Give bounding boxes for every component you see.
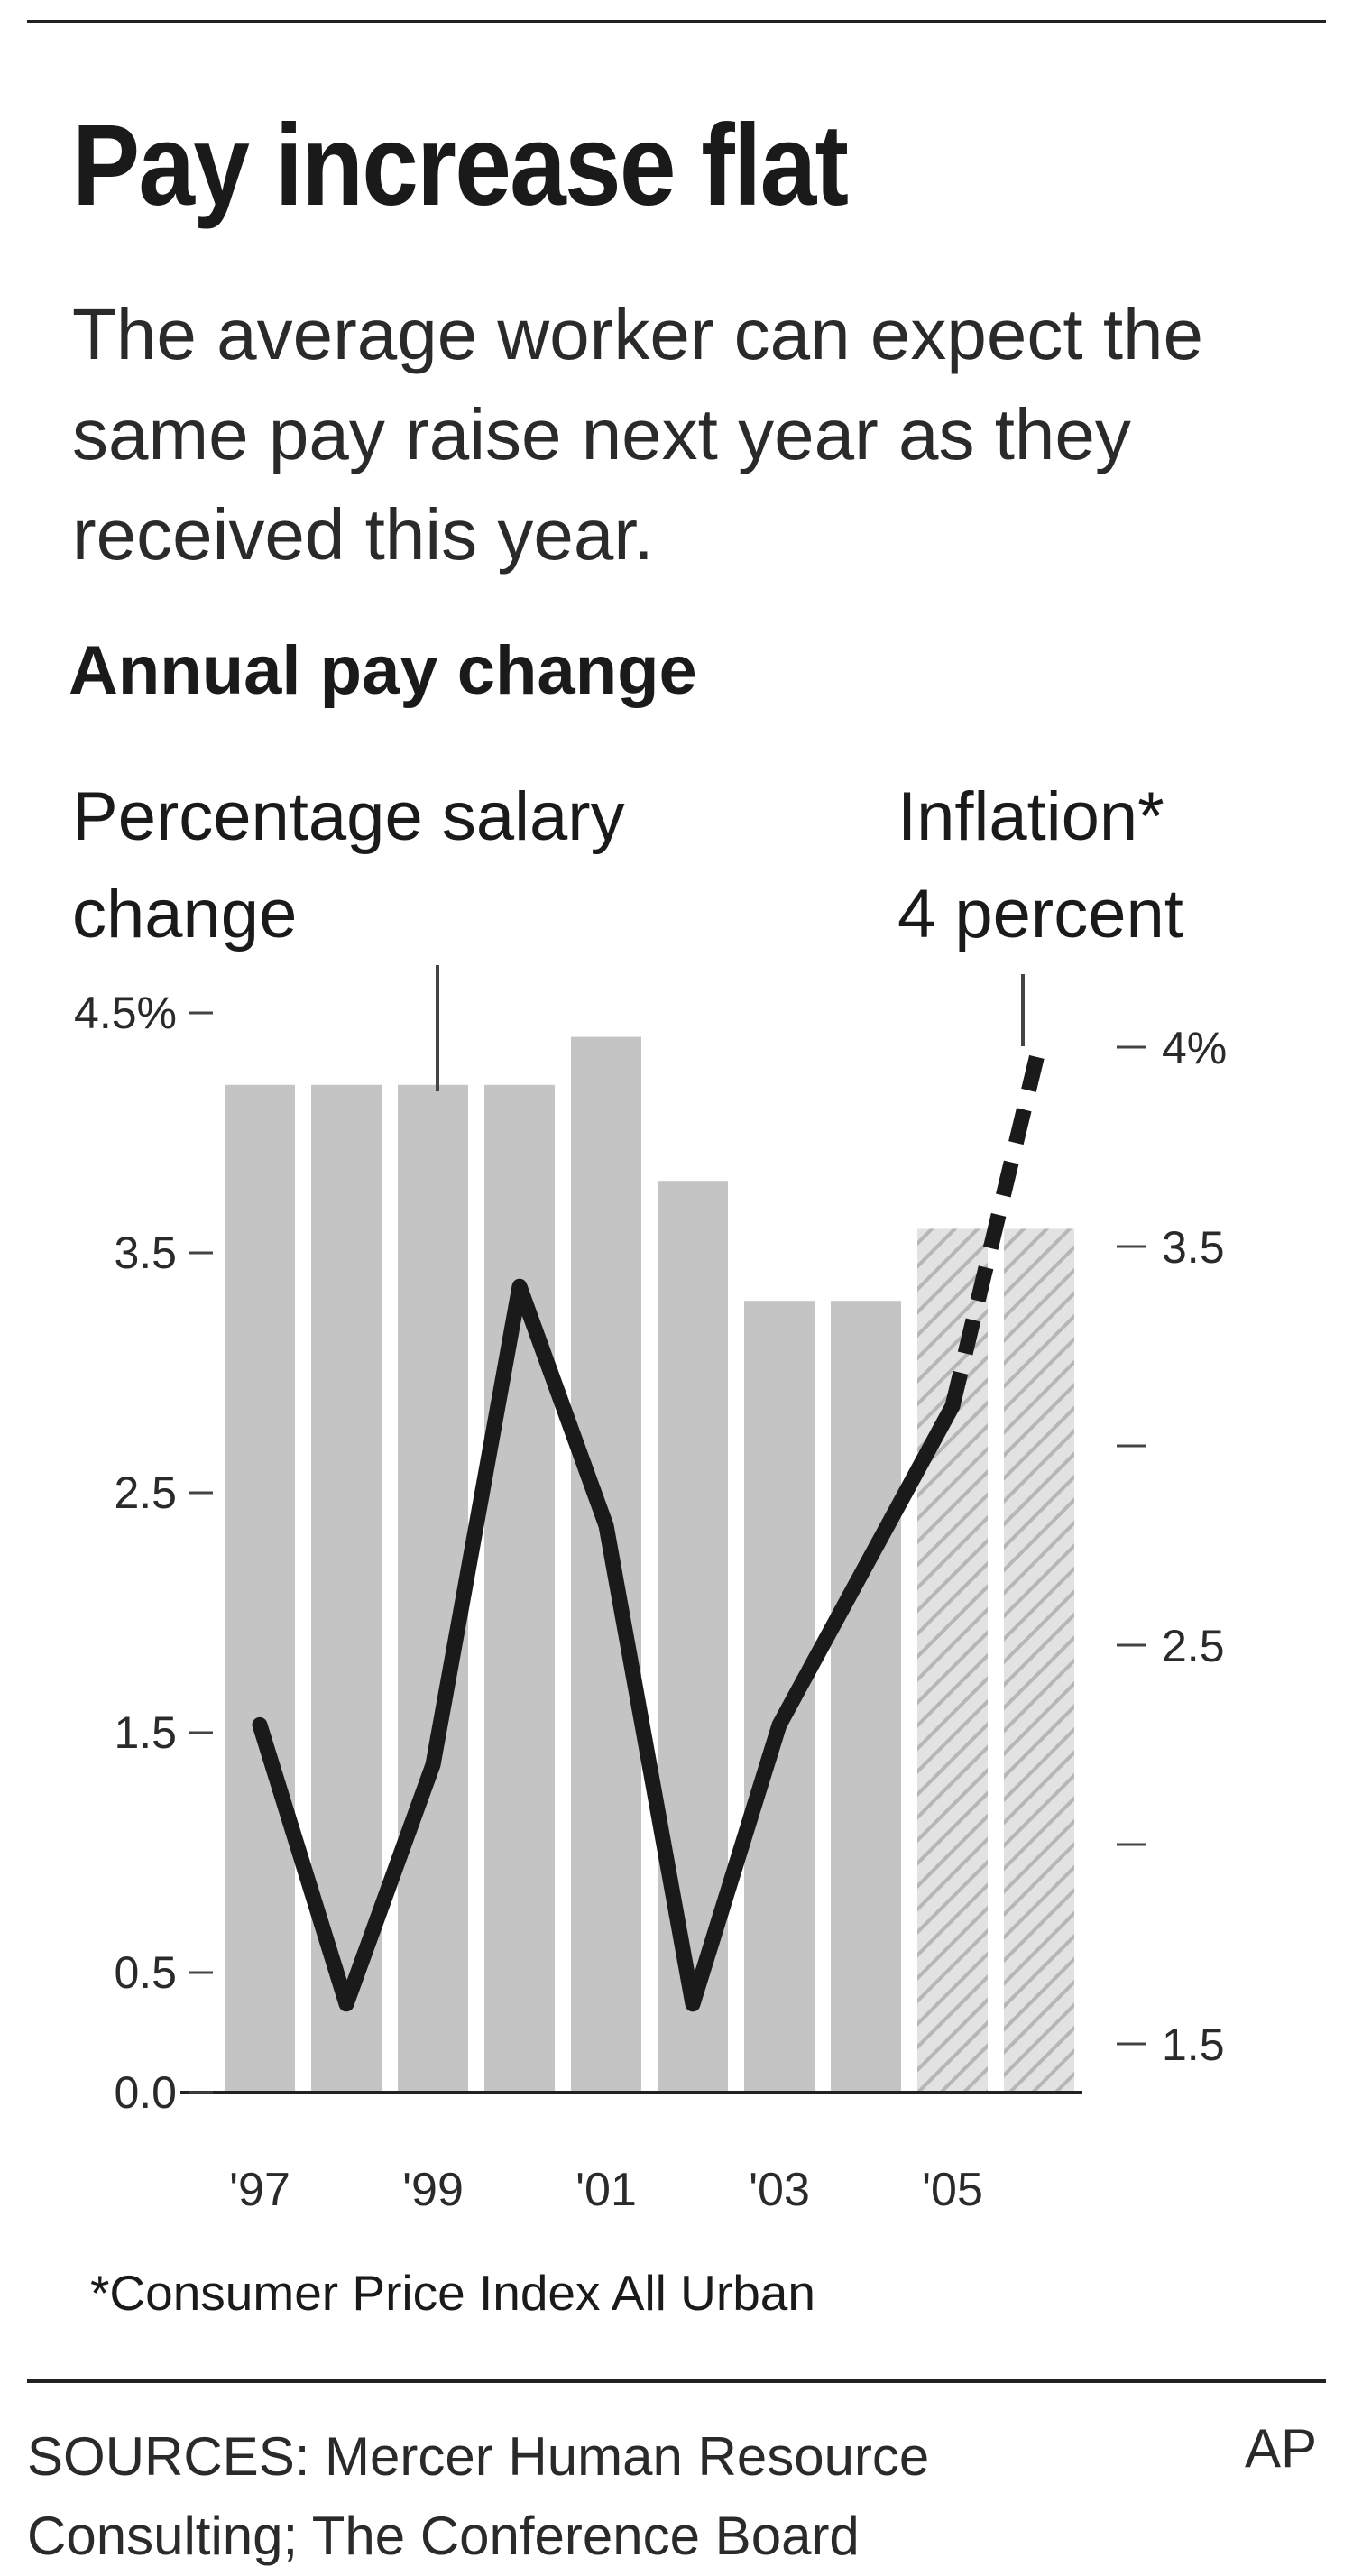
- salary-bar-2003: [744, 1301, 815, 2093]
- salary-bar-2005: [917, 1228, 988, 2093]
- top-rule: [27, 20, 1326, 23]
- chart-footnote: *Consumer Price Index All Urban: [90, 2265, 815, 2321]
- left-axis-label-0: 0.0: [114, 2067, 177, 2118]
- right-axis-label-4: 3.5: [1162, 1222, 1225, 1273]
- salary-bar-2002: [658, 1181, 728, 2093]
- salary-bar-1999: [398, 1084, 468, 2093]
- right-axis-label-0: 1.5: [1162, 2019, 1225, 2070]
- inflation-line-solid: [252, 1278, 961, 2012]
- salary-bar-1997: [225, 1084, 295, 2093]
- left-axis-label-2: 1.5: [114, 1707, 177, 1758]
- x-tick-label-1997: '97: [229, 2164, 290, 2216]
- inflation-label-line-2: 4 percent: [897, 876, 1183, 952]
- right-axis-label-5: 4%: [1162, 1023, 1227, 1073]
- left-axis-label-5: 4.5%: [74, 988, 177, 1038]
- bottom-rule: [27, 2379, 1326, 2383]
- left-axis-label-4: 3.5: [114, 1228, 177, 1278]
- x-tick-label-1999: '99: [402, 2164, 464, 2216]
- chart-subtitle: The average worker can expect the same p…: [72, 294, 1204, 575]
- x-tick-label-2003: '03: [749, 2164, 810, 2216]
- salary-bar-2000: [484, 1084, 555, 2093]
- right-axis-label-2: 2.5: [1162, 1621, 1225, 1671]
- salary-bar-2006: [1004, 1228, 1074, 2093]
- chart-headline: Pay increase flat: [72, 101, 849, 230]
- salary-series-label: Percentage salary change: [72, 778, 625, 952]
- inflation-line-projected: [944, 1045, 1047, 1408]
- chart-sources: SOURCES: Mercer Human Resource Consultin…: [27, 2426, 930, 2566]
- chart-credit: AP: [1244, 2418, 1317, 2479]
- left-axis-label-3: 2.5: [114, 1467, 177, 1518]
- left-axis-label-1: 0.5: [114, 1947, 177, 1998]
- inflation-label-line-1: Inflation*: [897, 778, 1164, 855]
- salary-bar-2004: [831, 1301, 901, 2093]
- x-tick-label-2001: '01: [575, 2164, 637, 2216]
- inflation-series-label: Inflation* 4 percent: [897, 768, 1312, 963]
- chart-title: Annual pay change: [69, 632, 697, 709]
- x-tick-label-2005: '05: [922, 2164, 983, 2216]
